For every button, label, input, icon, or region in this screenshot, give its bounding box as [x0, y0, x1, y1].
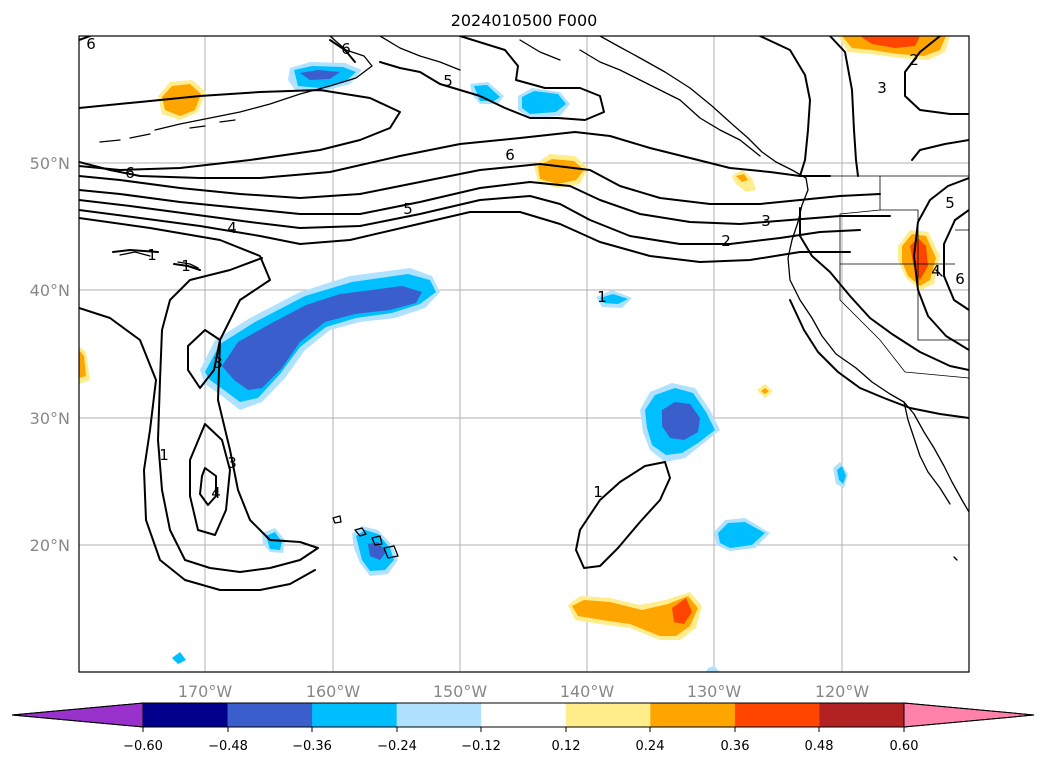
colorbar-tick-label: −0.36: [292, 739, 332, 754]
contour-label: 3: [761, 212, 771, 230]
contour-label: 3: [877, 79, 887, 97]
colorbar-frame: [142, 702, 905, 728]
colorbar-swatch: [734, 703, 821, 727]
contour-lines: [79, 36, 969, 591]
contour-label: 3: [213, 354, 223, 372]
latitude-label: 50°N: [30, 154, 70, 173]
map-panel: 6 6 5 6 5 4 3 2 1 1 1 3 4 3 6 5 2 3 1 1 …: [79, 35, 969, 672]
colorbar-tick-label: 0.48: [805, 739, 834, 754]
colorbar-swatches: [11, 702, 1035, 728]
contour-label: 2: [909, 51, 919, 69]
colorbar-tick-label: 0.60: [890, 739, 919, 754]
colorbar-tick-label: −0.60: [123, 739, 163, 754]
contour-label: 2: [721, 232, 731, 250]
longitude-label: 140°W: [560, 682, 615, 701]
colorbar-tick-labels: −0.60 −0.48 −0.36 −0.24 −0.12 0.12 0.24 …: [123, 739, 918, 754]
colorbar-ticks: [142, 727, 905, 732]
colorbar-swatch: [312, 703, 398, 727]
contour-label: 3: [227, 454, 237, 472]
longitude-label: 120°W: [815, 682, 870, 701]
contour-label: 1: [159, 446, 169, 464]
contour-label: 5: [945, 194, 955, 212]
colorbar-tick-label: −0.48: [208, 739, 248, 754]
contour-label: 6: [125, 164, 135, 182]
colorbar-swatch: [650, 703, 736, 727]
longitude-label: 160°W: [306, 682, 361, 701]
colorbar-swatch: [481, 703, 567, 727]
colorbar: −0.60 −0.48 −0.36 −0.24 −0.12 0.12 0.24 …: [11, 702, 1035, 754]
contour-label: 6: [955, 270, 965, 288]
contour-label: 1: [593, 483, 603, 501]
map-title: 2024010500 F000: [451, 11, 598, 30]
colorbar-tick-label: −0.12: [461, 739, 501, 754]
map-frame: [78, 35, 970, 673]
colorbar-swatch: [143, 703, 229, 727]
longitude-label: 150°W: [433, 682, 488, 701]
longitude-label: 170°W: [178, 682, 233, 701]
colorbar-extend-low: [12, 703, 143, 727]
colorbar-swatch: [565, 703, 651, 727]
colorbar-swatch: [396, 703, 482, 727]
longitude-label: 130°W: [687, 682, 742, 701]
colorbar-swatch: [227, 703, 313, 727]
contour-label: 1: [147, 246, 157, 264]
contour-label: 1: [181, 257, 191, 275]
political-borders: [806, 175, 969, 379]
latitude-labels: 50°N 40°N 30°N 20°N: [30, 154, 70, 555]
latitude-label: 30°N: [30, 409, 70, 428]
contour-label: 5: [403, 200, 413, 218]
contour-labels: 6 6 5 6 5 4 3 2 1 1 1 3 4 3 6 5 2 3 1 1 …: [86, 35, 965, 502]
contour-label: 6: [86, 35, 96, 53]
contour-label: 4: [931, 262, 941, 280]
colorbar-tick-label: −0.24: [377, 739, 417, 754]
colorbar-tick-label: 0.12: [552, 739, 581, 754]
latitude-label: 40°N: [30, 281, 70, 300]
contour-label: 1: [597, 288, 607, 306]
latitude-label: 20°N: [30, 536, 70, 555]
shaded-field: [79, 36, 950, 672]
contour-label: 4: [211, 484, 221, 502]
contour-label: 6: [505, 146, 515, 164]
contour-label: 5: [443, 72, 453, 90]
colorbar-swatch: [819, 703, 905, 727]
graticule: [79, 36, 969, 672]
colorbar-tick-label: 0.24: [636, 739, 665, 754]
colorbar-tick-label: 0.36: [721, 739, 750, 754]
colorbar-extend-high: [903, 702, 1035, 728]
contour-label: 6: [341, 40, 351, 58]
longitude-labels: 170°W 160°W 150°W 140°W 130°W 120°W: [178, 682, 870, 701]
contour-label: 4: [227, 219, 237, 237]
